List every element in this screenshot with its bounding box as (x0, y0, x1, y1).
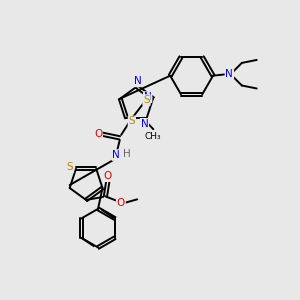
Text: S: S (128, 116, 135, 126)
Text: N: N (112, 150, 120, 160)
Text: S: S (67, 162, 73, 172)
Text: H: H (123, 149, 130, 159)
Text: N: N (140, 119, 148, 129)
Text: N: N (144, 92, 152, 102)
Text: O: O (94, 129, 102, 139)
Text: N: N (134, 76, 141, 86)
Text: N: N (226, 69, 233, 79)
Text: O: O (117, 198, 125, 208)
Text: S: S (143, 95, 150, 105)
Text: CH₃: CH₃ (145, 132, 162, 141)
Text: O: O (104, 171, 112, 181)
